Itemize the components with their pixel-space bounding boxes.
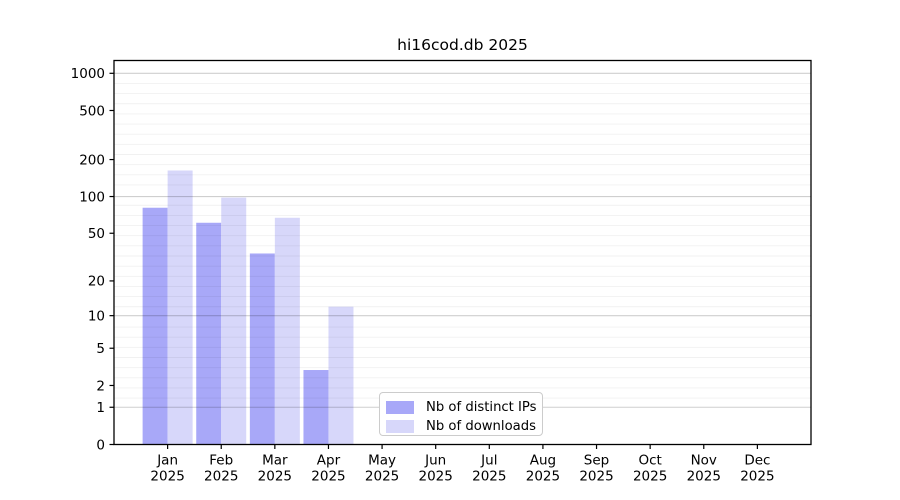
legend-swatch-downloads <box>386 420 414 433</box>
legend-swatch-distinct-ips <box>386 401 414 414</box>
bar-downloads-Apr <box>328 306 354 445</box>
x-tick-label-year-Feb: 2025 <box>204 469 238 485</box>
x-tick-label-year-Dec: 2025 <box>740 469 774 485</box>
x-tick-label-month-Aug: Aug <box>530 453 556 469</box>
x-tick-label-year-Nov: 2025 <box>687 469 721 485</box>
chart-title: hi16cod.db 2025 <box>397 36 528 54</box>
y-tick-label-20: 20 <box>88 274 105 290</box>
x-tick-label-year-Aug: 2025 <box>526 469 560 485</box>
bar-distinct-ips-Jan <box>142 207 168 445</box>
y-tick-label-2: 2 <box>96 378 105 394</box>
x-tick-label-month-Mar: Mar <box>262 453 288 469</box>
legend: Nb of distinct IPs Nb of downloads <box>379 392 543 436</box>
x-tick-label-month-Dec: Dec <box>744 453 770 469</box>
bar-distinct-ips-Feb <box>196 222 222 445</box>
bar-distinct-ips-Apr <box>303 370 329 445</box>
x-tick-label-year-Jan: 2025 <box>150 469 184 485</box>
x-tick-label-month-Apr: Apr <box>317 453 341 469</box>
x-tick-label-month-Jan: Jan <box>156 453 178 469</box>
x-tick-label-year-Mar: 2025 <box>258 469 292 485</box>
x-tick-label-year-Jun: 2025 <box>419 469 453 485</box>
plot-frame <box>113 59 812 446</box>
legend-item-distinct-ips: Nb of distinct IPs <box>386 398 542 417</box>
bar-distinct-ips-Mar <box>249 253 275 445</box>
bar-downloads-Mar <box>274 217 300 445</box>
x-tick-label-month-Oct: Oct <box>638 453 661 469</box>
bar-downloads-Feb <box>221 197 247 445</box>
y-tick-label-1: 1 <box>96 400 105 416</box>
y-tick-label-500: 500 <box>79 103 105 119</box>
x-tick-label-year-May: 2025 <box>365 469 399 485</box>
bar-downloads-Jan <box>167 170 193 445</box>
y-tick-label-1000: 1000 <box>71 66 105 82</box>
y-tick-label-50: 50 <box>88 226 105 242</box>
y-tick-label-0: 0 <box>96 437 105 453</box>
legend-item-downloads: Nb of downloads <box>386 417 542 436</box>
y-tick-label-5: 5 <box>96 341 105 357</box>
x-tick-label-year-Jul: 2025 <box>472 469 506 485</box>
x-tick-label-month-Sep: Sep <box>584 453 609 469</box>
x-tick-label-month-Jun: Jun <box>424 453 446 469</box>
legend-label-downloads: Nb of downloads <box>426 419 536 434</box>
x-tick-label-year-Sep: 2025 <box>579 469 613 485</box>
y-tick-label-200: 200 <box>79 152 105 168</box>
x-tick-label-month-Jul: Jul <box>480 453 497 469</box>
y-tick-label-100: 100 <box>79 189 105 205</box>
x-tick-label-month-May: May <box>368 453 396 469</box>
x-tick-label-year-Apr: 2025 <box>311 469 345 485</box>
x-tick-label-month-Nov: Nov <box>691 453 717 469</box>
x-tick-label-year-Oct: 2025 <box>633 469 667 485</box>
x-tick-label-month-Feb: Feb <box>209 453 233 469</box>
legend-label-distinct-ips: Nb of distinct IPs <box>426 400 537 415</box>
y-tick-label-10: 10 <box>88 308 105 324</box>
